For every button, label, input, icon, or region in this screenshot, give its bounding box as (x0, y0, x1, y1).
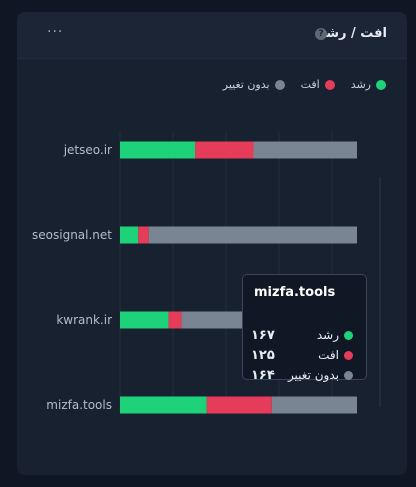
tooltip-label-no-change: بدون تغییر (287, 368, 339, 382)
category-label-kwrank-ir: kwrank.ir (56, 313, 112, 327)
bar-mizfa-tools-series-1[interactable] (206, 396, 272, 414)
category-label-mizfa-tools: mizfa.tools (46, 398, 112, 412)
help-icon[interactable]: ? (315, 28, 327, 40)
bar-mizfa-tools-series-2[interactable] (271, 396, 357, 414)
tooltip-value-no-change: ۱۶۴ (251, 367, 275, 383)
bar-seosignal-net-series-0[interactable] (120, 226, 139, 244)
legend-item-decline[interactable]: افت (301, 78, 335, 91)
growth-decline-card: افت / رشد ? ··· رشد افت بدون تغییر jetse… (17, 12, 407, 475)
tooltip-dot-growth (344, 330, 353, 340)
legend-swatch-no-change (274, 79, 285, 90)
chart-tooltip: mizfa.tools ۱۶۷ رشد ۱۲۵ افت ۱۶۴ بدون تغی… (242, 274, 367, 383)
tooltip-dot-no-change (344, 370, 353, 380)
legend-item-no-change[interactable]: بدون تغییر (223, 78, 285, 91)
bar-seosignal-net-series-1[interactable] (138, 226, 149, 244)
tooltip-title: mizfa.tools (254, 285, 336, 300)
card-title: افت / رشد (318, 26, 387, 41)
tooltip-row-no-change: ۱۶۴ بدون تغییر (251, 365, 353, 385)
card-header: افت / رشد ? ··· (17, 12, 407, 59)
tooltip-label-decline: افت (318, 348, 339, 362)
legend-label-decline: افت (300, 78, 320, 91)
tooltip-label-growth: رشد (316, 328, 339, 342)
legend-label-no-change: بدون تغییر (222, 78, 270, 91)
category-label-seosignal-net: seosignal.net (32, 228, 112, 242)
bar-jetseo-ir-series-2[interactable] (253, 141, 357, 159)
bar-mizfa-tools-series-0[interactable] (120, 396, 207, 414)
legend-swatch-decline (324, 79, 335, 90)
legend-label-growth: رشد (350, 78, 371, 91)
bar-kwrank-ir-series-0[interactable] (120, 311, 169, 329)
more-menu-icon[interactable]: ··· (47, 24, 64, 40)
tooltip-value-growth: ۱۶۷ (251, 327, 275, 343)
tooltip-row-growth: ۱۶۷ رشد (251, 325, 353, 345)
legend-swatch-growth (376, 79, 386, 90)
stacked-bar-chart: jetseo.ir seosignal.net kwrank.ir mizfa.too… (32, 132, 381, 414)
bar-jetseo-ir-series-0[interactable] (120, 141, 196, 159)
legend-item-growth[interactable]: رشد (351, 78, 386, 91)
chart-legend: رشد افت بدون تغییر (223, 78, 386, 91)
category-label-jetseo-ir: jetseo.ir (63, 143, 112, 157)
bar-jetseo-ir-series-1[interactable] (195, 141, 254, 159)
tooltip-value-decline: ۱۲۵ (251, 347, 275, 363)
tooltip-row-decline: ۱۲۵ افت (251, 345, 353, 365)
bar-seosignal-net-series-2[interactable] (148, 226, 357, 244)
tooltip-dot-decline (344, 350, 353, 360)
bar-kwrank-ir-series-1[interactable] (168, 311, 182, 329)
